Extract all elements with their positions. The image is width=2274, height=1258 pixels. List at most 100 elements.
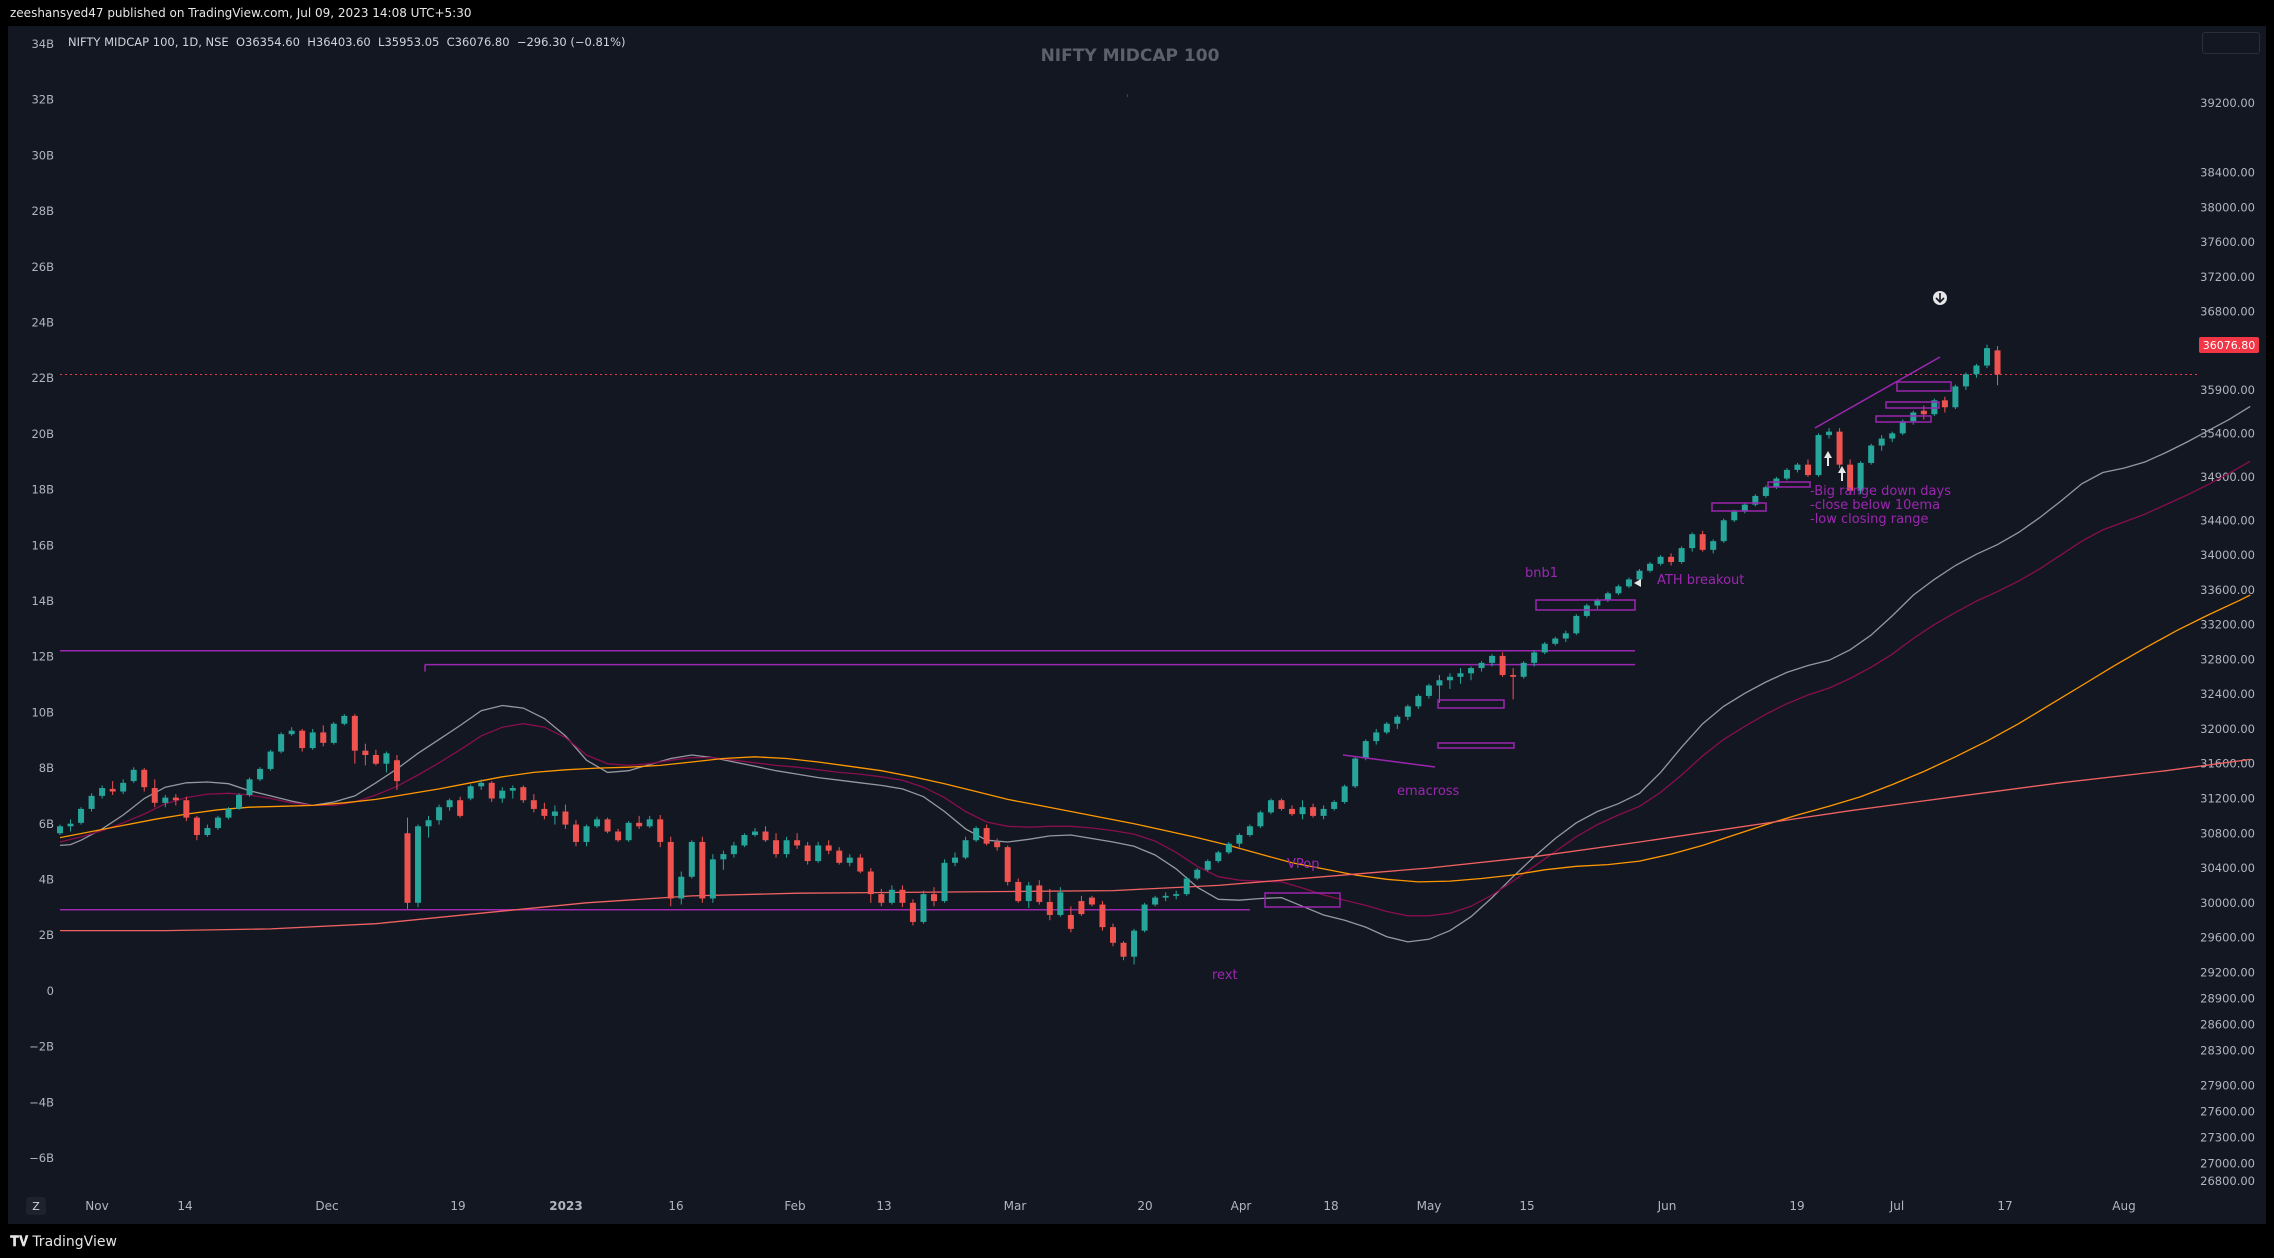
annotation-boxes[interactable]	[1264, 356, 1952, 908]
left-tick-8: 18B	[31, 483, 54, 497]
price-tick-5: 36800.00	[2200, 305, 2255, 319]
candle-body	[1257, 812, 1264, 827]
candle	[509, 785, 516, 799]
candle-body	[204, 828, 211, 835]
candle-body	[1489, 655, 1496, 663]
candle	[1015, 878, 1022, 903]
right-axis: 39200.00 38400.00 38000.00 37600.00 37200.00…	[2200, 96, 2255, 1188]
price-tick-0: 39200.00	[2200, 96, 2255, 110]
candle	[446, 798, 453, 811]
time-tick-10: Apr	[1231, 1199, 1252, 1213]
candle	[709, 854, 716, 903]
candle	[1994, 346, 2001, 386]
vpop-box[interactable]	[1264, 892, 1341, 908]
tv-mark-icon: 𝐓𝐕	[10, 1234, 29, 1250]
candle-body	[288, 730, 295, 735]
horizontal-levels[interactable]	[60, 374, 2198, 911]
candle	[857, 854, 864, 874]
candle-body	[1425, 685, 1432, 696]
candle	[1004, 845, 1011, 886]
candle-body	[330, 723, 337, 743]
chart-settings-button[interactable]	[2202, 32, 2260, 54]
candle-body	[120, 782, 127, 792]
candle	[1141, 902, 1148, 933]
ath-breakout-label: ATH breakout	[1657, 573, 1744, 588]
zoom-label: Z	[32, 1200, 40, 1213]
pullback-box-1[interactable]	[1437, 699, 1505, 709]
candle-body	[1889, 433, 1896, 439]
emacross-line[interactable]	[1342, 754, 1436, 768]
candle	[1847, 459, 1854, 495]
candle	[1720, 518, 1727, 543]
candle-body	[1678, 548, 1685, 563]
symbol-legend: NIFTY MIDCAP 100, 1D, NSE O36354.60 H364…	[68, 35, 626, 49]
candle-body	[1215, 852, 1222, 862]
breakout-box[interactable]	[1535, 599, 1636, 611]
candle-body	[1067, 914, 1074, 929]
candle-body	[751, 831, 758, 835]
candle-body	[1804, 464, 1811, 476]
candle-body	[78, 808, 85, 823]
time-tick-7: 13	[876, 1199, 891, 1213]
left-axis: 34B 32B 30B 28B 26B 24B 22B 20B 18B 16B 14B 12B 10B 8…	[29, 37, 54, 1165]
zoom-button[interactable]: Z	[26, 1197, 46, 1215]
candle-body	[1952, 386, 1959, 408]
candle	[1731, 509, 1738, 523]
candle-body	[720, 854, 727, 860]
up-arrow-icon-2	[1838, 466, 1846, 481]
candle-body	[1246, 826, 1253, 835]
candle	[941, 859, 948, 903]
time-tick-5: 16	[668, 1199, 683, 1213]
candle-body	[678, 876, 685, 899]
candle-body	[594, 819, 601, 827]
price-tick-3: 37600.00	[2200, 235, 2255, 249]
rext-label: rext	[1212, 968, 1238, 983]
time-tick-3: 19	[450, 1199, 465, 1213]
candle-body	[762, 831, 769, 841]
candle	[404, 817, 411, 909]
price-tick-12: 33600.00	[2200, 583, 2255, 597]
left-tick-2: 30B	[31, 148, 54, 162]
candle	[804, 841, 811, 865]
candle	[1468, 666, 1475, 681]
pullback-box-7[interactable]	[1875, 415, 1932, 423]
candle	[646, 815, 653, 829]
tradingview-logo[interactable]: 𝐓𝐕 TradingView	[10, 1234, 117, 1250]
candle	[1404, 704, 1411, 721]
left-tick-14: 6B	[39, 817, 54, 831]
rising-trendline[interactable]	[1814, 356, 1941, 429]
pullback-box-3[interactable]	[1711, 502, 1767, 512]
candle	[309, 728, 316, 750]
candle-body	[1625, 579, 1632, 587]
candle	[751, 828, 758, 837]
candle-body	[99, 788, 106, 796]
candle-body	[1015, 881, 1022, 902]
candle-body	[1910, 412, 1917, 422]
symbol-ohlc-line: NIFTY MIDCAP 100, 1D, NSE O36354.60 H364…	[68, 35, 626, 49]
candle	[1278, 798, 1285, 811]
candle	[688, 840, 695, 879]
candle-body	[646, 819, 653, 827]
candle	[1415, 694, 1422, 709]
chart-frame[interactable]	[8, 26, 2266, 1224]
candle	[815, 841, 822, 863]
small-mark: '	[1126, 94, 1128, 104]
candle	[1194, 868, 1201, 881]
candle	[1446, 673, 1453, 689]
left-tick-6: 22B	[31, 371, 54, 385]
pullback-box-5[interactable]	[1896, 381, 1952, 392]
pullback-box-6[interactable]	[1885, 401, 1940, 409]
candle	[836, 847, 843, 865]
candle-body	[1446, 676, 1453, 681]
candle	[1647, 562, 1654, 573]
candle	[236, 793, 243, 810]
candle	[1215, 850, 1222, 863]
pullback-box-4[interactable]	[1767, 481, 1811, 488]
pullback-box-2[interactable]	[1437, 742, 1515, 749]
candle	[562, 804, 569, 829]
up-arrow-icon	[1824, 451, 1832, 466]
candle	[1562, 630, 1569, 642]
candle-body	[1046, 901, 1053, 915]
candle-body	[1857, 462, 1864, 491]
